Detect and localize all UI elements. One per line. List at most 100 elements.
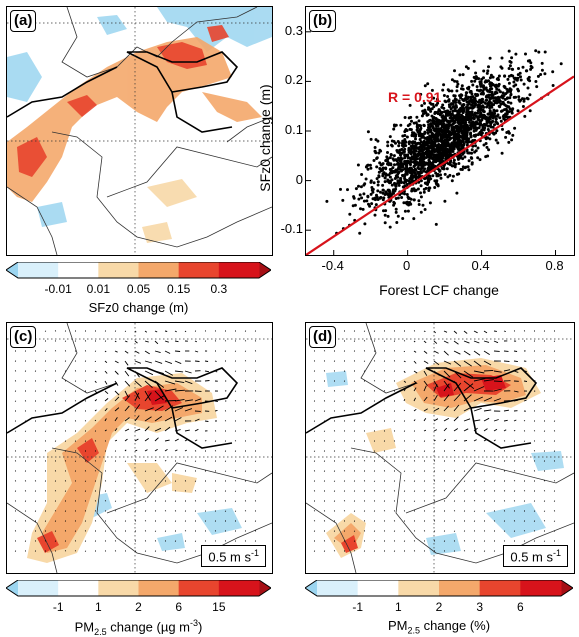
scatter-point bbox=[445, 123, 448, 126]
scatter-point bbox=[408, 148, 411, 151]
scatter-point bbox=[508, 67, 511, 70]
scatter-point bbox=[427, 106, 430, 109]
scatter-point bbox=[506, 105, 509, 108]
scatter-point bbox=[484, 81, 487, 84]
scatter-point bbox=[420, 166, 423, 169]
scatter-point bbox=[352, 195, 355, 198]
colorbar-tick-label: -0.01 bbox=[44, 282, 71, 296]
colorbar-tick-label: 2 bbox=[436, 600, 443, 614]
scatter-point bbox=[541, 69, 544, 72]
scatter-point bbox=[462, 73, 465, 76]
scatter-point bbox=[415, 121, 418, 124]
scatter-point bbox=[467, 86, 470, 89]
scatter-point bbox=[403, 161, 406, 164]
scatter-point bbox=[444, 147, 447, 150]
scatter-point bbox=[423, 145, 426, 148]
scatter-point bbox=[448, 89, 451, 92]
scatter-point bbox=[431, 174, 434, 177]
scatter-point bbox=[489, 76, 492, 79]
scatter-point bbox=[499, 90, 502, 93]
scatter-point bbox=[435, 223, 438, 226]
scatter-point bbox=[478, 80, 481, 83]
scatter-point bbox=[441, 134, 444, 137]
scatter-point bbox=[426, 153, 429, 156]
scatter-point bbox=[401, 174, 404, 177]
scatter-point bbox=[409, 178, 412, 181]
scatter-point bbox=[446, 175, 449, 178]
scatter-point bbox=[419, 191, 422, 194]
scatter-point bbox=[449, 137, 452, 140]
scatter-points bbox=[325, 49, 562, 235]
scatter-point bbox=[455, 192, 458, 195]
scatter-point bbox=[366, 195, 369, 198]
scatter-point bbox=[391, 171, 394, 174]
scatter-point bbox=[480, 98, 483, 101]
scatter-point bbox=[428, 187, 431, 190]
scatter-point bbox=[494, 85, 497, 88]
scatter-point bbox=[427, 123, 430, 126]
scatter-point bbox=[404, 129, 407, 132]
scatter-point bbox=[428, 156, 431, 159]
colorbar-tick-label: 1 bbox=[395, 600, 402, 614]
scatter-point bbox=[417, 167, 420, 170]
colorbar-tick-label: 3 bbox=[476, 600, 483, 614]
scatter-point bbox=[443, 141, 446, 144]
scatter-point bbox=[516, 88, 519, 91]
scatter-point bbox=[395, 159, 398, 162]
scatter-point bbox=[476, 89, 479, 92]
scatter-point bbox=[378, 161, 381, 164]
x-tick-label: 0.4 bbox=[472, 258, 490, 273]
scatter-point bbox=[359, 207, 362, 210]
scatter-point bbox=[395, 221, 398, 224]
scatter-point bbox=[414, 133, 417, 136]
scatter-point bbox=[462, 144, 465, 147]
scatter-point bbox=[487, 128, 490, 131]
scatter-point bbox=[375, 203, 378, 206]
scatter-point bbox=[520, 79, 523, 82]
scatter-point bbox=[457, 128, 460, 131]
scatter-point bbox=[486, 90, 489, 93]
panel-a-map-svg bbox=[7, 7, 272, 255]
scatter-point bbox=[511, 112, 514, 115]
scatter-point bbox=[446, 142, 449, 145]
scatter-point bbox=[454, 116, 457, 119]
scatter-point bbox=[529, 61, 532, 64]
scatter-point bbox=[395, 211, 398, 214]
scatter-point bbox=[443, 118, 446, 121]
scatter-point bbox=[410, 167, 413, 170]
scatter-point bbox=[400, 196, 403, 199]
scatter-point bbox=[490, 74, 493, 77]
scatter-point bbox=[382, 192, 385, 195]
scatter-point bbox=[420, 184, 423, 187]
scatter-point bbox=[519, 72, 522, 75]
scatter-point bbox=[474, 144, 477, 147]
scatter-point bbox=[411, 188, 414, 191]
colorbar-tick-label: 15 bbox=[212, 600, 225, 614]
scatter-point bbox=[378, 175, 381, 178]
scatter-point bbox=[431, 107, 434, 110]
scatter-point bbox=[491, 91, 494, 94]
scatter-x-label: Forest LCF change bbox=[305, 282, 573, 298]
scatter-point bbox=[481, 116, 484, 119]
scatter-point bbox=[401, 217, 404, 220]
scatter-point bbox=[456, 134, 459, 137]
scatter-point bbox=[462, 116, 465, 119]
scatter-point bbox=[406, 193, 409, 196]
scatter-point bbox=[456, 173, 459, 176]
scatter-point bbox=[377, 184, 380, 187]
scatter-point bbox=[384, 180, 387, 183]
scatter-point bbox=[448, 133, 451, 136]
scatter-point bbox=[444, 100, 447, 103]
scatter-point bbox=[393, 190, 396, 193]
scatter-point bbox=[420, 155, 423, 158]
scatter-point bbox=[508, 75, 511, 78]
scatter-point bbox=[440, 177, 443, 180]
scatter-point bbox=[367, 130, 370, 133]
scatter-point bbox=[505, 131, 508, 134]
scatter-point bbox=[510, 138, 513, 141]
scatter-point bbox=[473, 76, 476, 79]
scatter-point bbox=[408, 141, 411, 144]
scatter-point bbox=[498, 105, 501, 108]
colorbar-d-title: PM2.5 change (%) bbox=[305, 618, 573, 636]
scatter-point bbox=[384, 209, 387, 212]
